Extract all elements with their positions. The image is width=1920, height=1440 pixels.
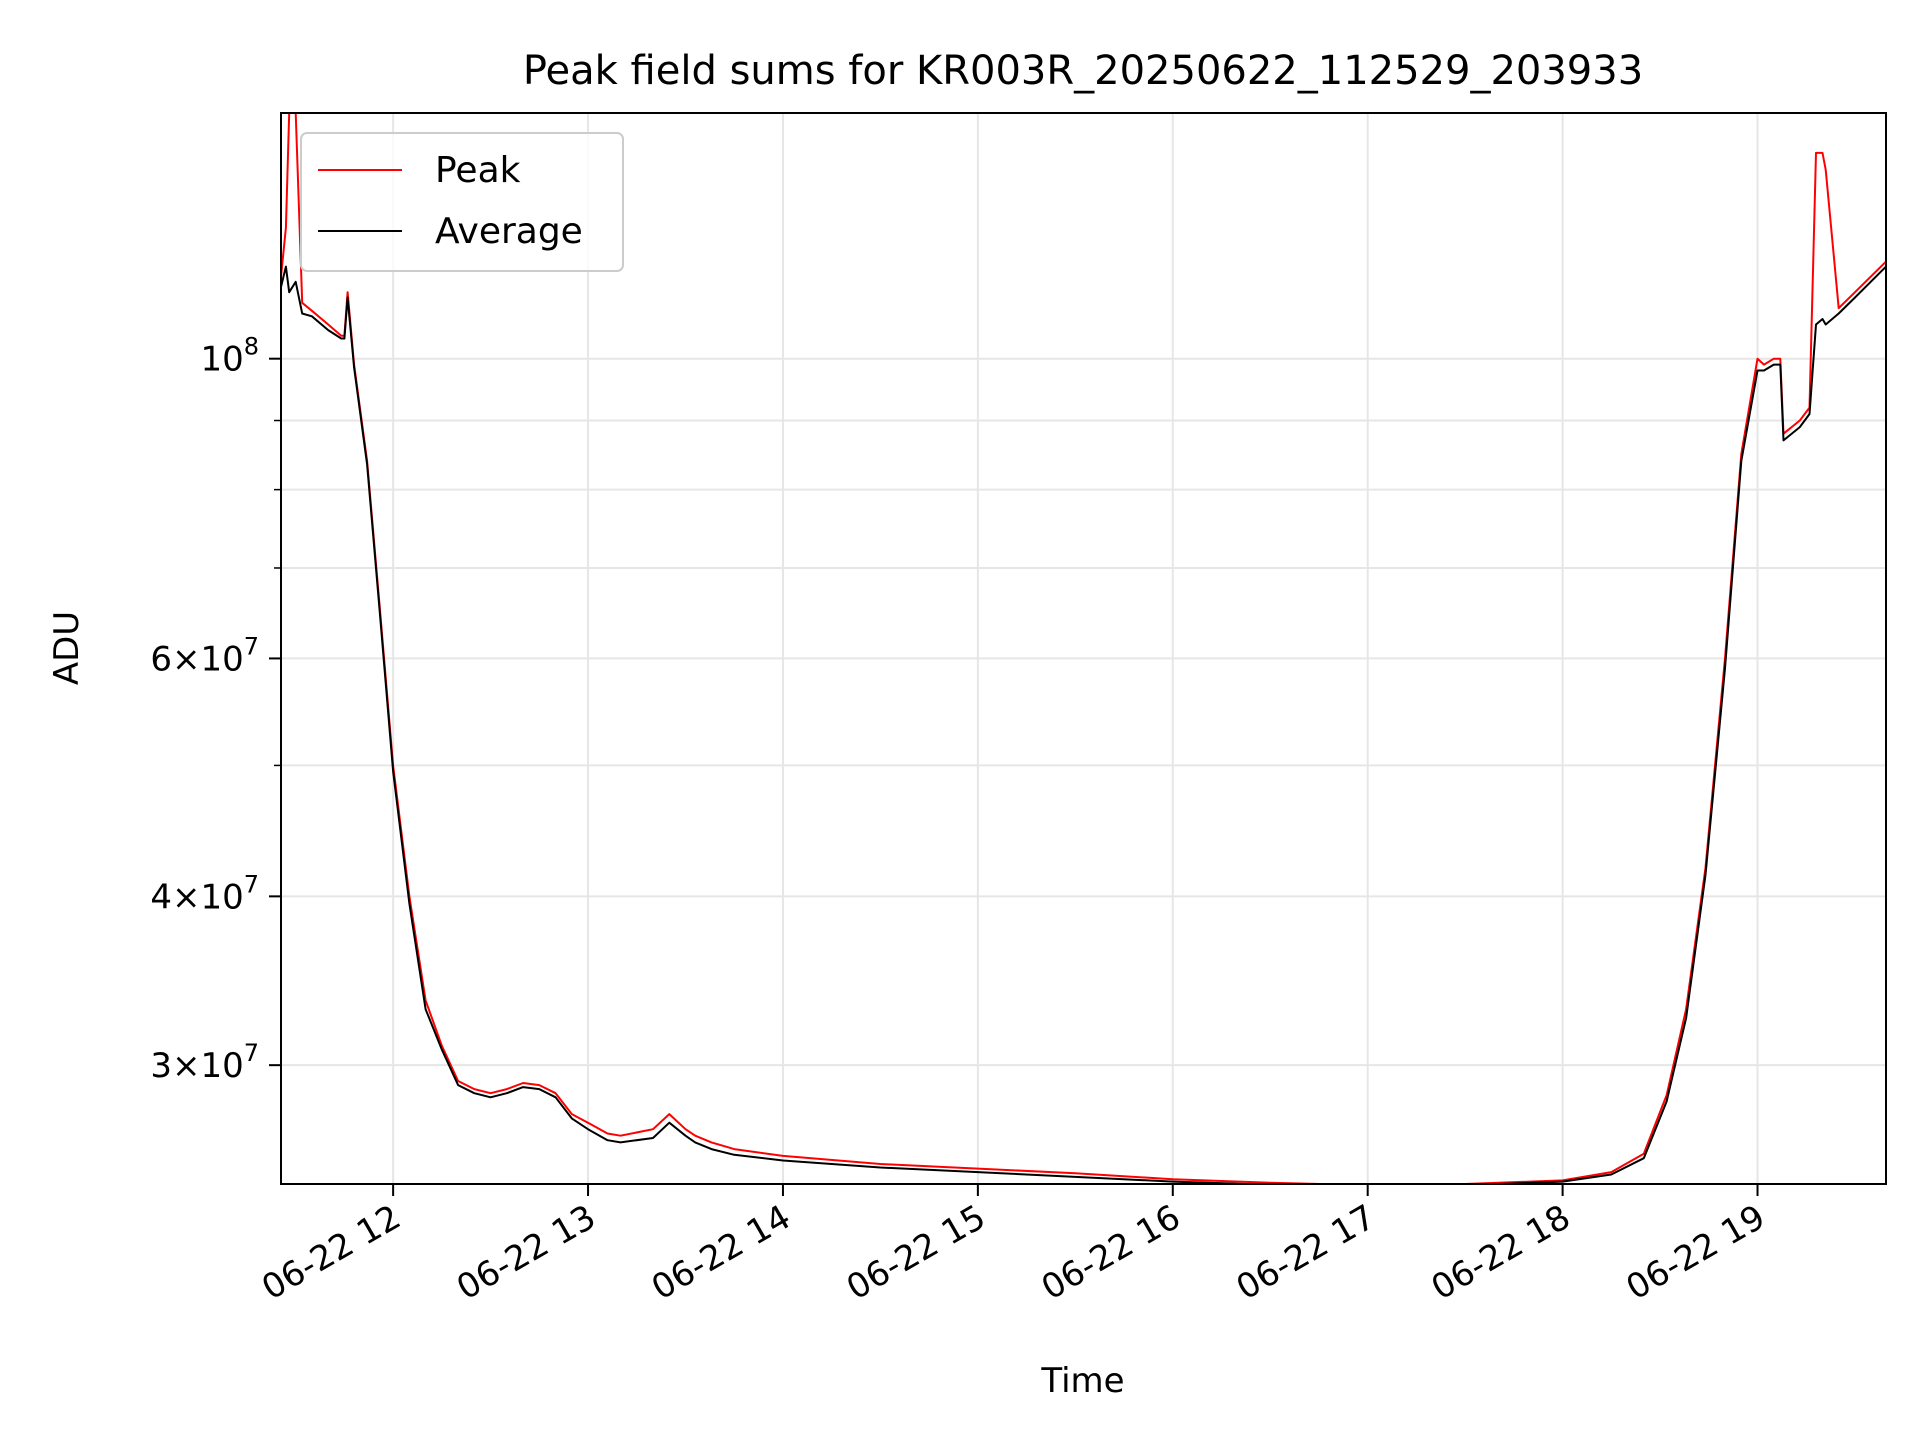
plot-frame xyxy=(280,112,1887,1185)
y-tick-label: 6×107 xyxy=(150,632,259,679)
legend-label-average: Average xyxy=(435,211,583,252)
y-axis-label: ADU xyxy=(47,611,87,685)
grid-lines xyxy=(281,113,1886,1184)
y-tick-label: 3×107 xyxy=(150,1039,259,1086)
legend-box xyxy=(300,132,624,272)
legend-label-peak: Peak xyxy=(435,150,521,191)
x-axis-label: Time xyxy=(1040,1361,1124,1401)
series-lines xyxy=(281,113,1886,1184)
legend: Peak Average xyxy=(300,132,624,272)
y-tick-label: 4×107 xyxy=(150,870,259,917)
chart-title: Peak field sums for KR003R_20250622_1125… xyxy=(523,48,1643,94)
series-line-average xyxy=(281,265,1886,1184)
